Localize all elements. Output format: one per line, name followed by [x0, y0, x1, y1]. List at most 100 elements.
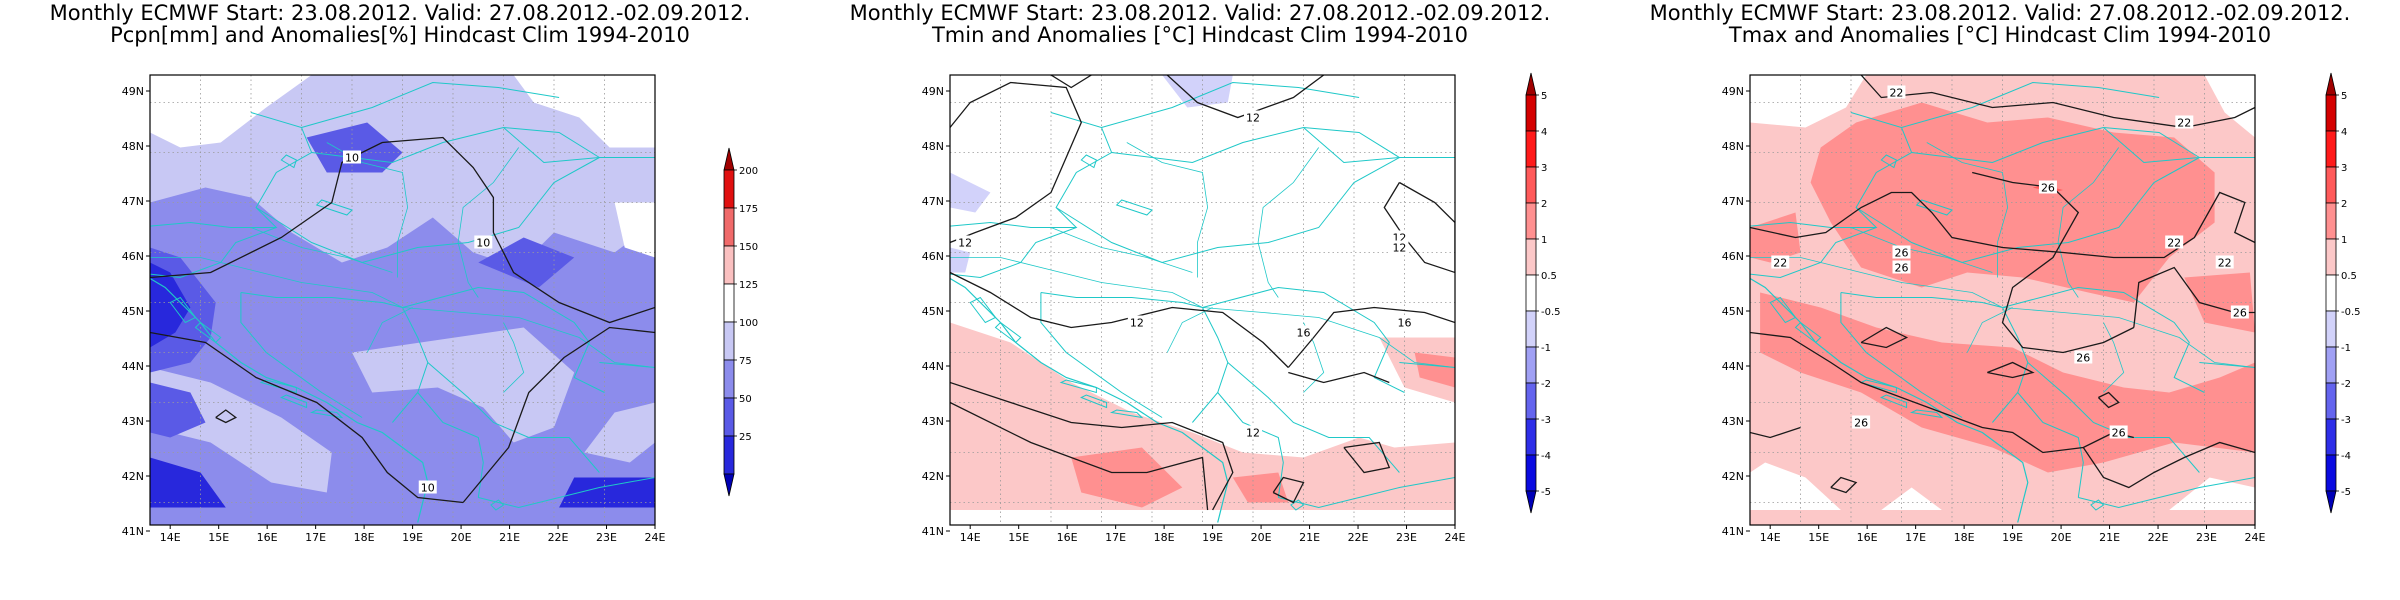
lon-label: 17E — [1905, 531, 1926, 544]
contour-label-box — [2109, 425, 2128, 439]
colorbar-segment — [723, 359, 735, 399]
lat-label: 42N — [122, 470, 144, 483]
contour-label-box — [343, 150, 361, 164]
contour-label: 26 — [2041, 182, 2055, 195]
lat-label: 42N — [1722, 470, 1744, 483]
anomaly-region — [2204, 75, 2255, 138]
colorbar-segment — [2325, 166, 2337, 204]
anomaly-region — [1232, 472, 1289, 503]
colorbar-segment — [1525, 238, 1537, 276]
colorbar-label: -4 — [2341, 451, 2351, 462]
country-border — [1040, 292, 1203, 308]
contour-line — [1287, 306, 1455, 368]
lon-label: 20E — [1251, 531, 1272, 544]
colorbar: 5 4 3 2 1 0.5 -0.5 -1 -2 -3 -4 -5 — [1525, 72, 1561, 514]
colorbar-label: 50 — [739, 394, 752, 405]
colorbar-segment — [1525, 454, 1537, 492]
anomaly-region — [1750, 75, 1867, 128]
colorbar-label: -0.5 — [2341, 307, 2361, 318]
country-border — [503, 127, 655, 164]
contour-label: 26 — [1854, 417, 1868, 430]
country-border — [417, 392, 484, 498]
colorbar-segment — [723, 245, 735, 285]
contour-label: 26 — [2076, 352, 2090, 365]
anomaly-region — [150, 367, 332, 493]
panel-title-line2: Tmax and Anomalies [°C] Hindcast Clim 19… — [1728, 23, 2272, 47]
river — [250, 227, 393, 273]
lat-label: 47N — [122, 195, 144, 208]
anomaly-region — [950, 247, 971, 273]
colorbar-label: -3 — [2341, 415, 2351, 426]
country-border — [1840, 292, 1963, 418]
colorbar-segment — [2325, 346, 2337, 384]
panel-title-line1: Monthly ECMWF Start: 23.08.2012. Valid: … — [849, 1, 1551, 25]
country-border — [950, 112, 1113, 228]
colorbar-label: -2 — [1541, 379, 1551, 390]
country-border — [1911, 126, 2200, 164]
island-outline — [1794, 321, 1822, 344]
country-border — [2103, 127, 2255, 164]
lat-label: 48N — [922, 140, 944, 153]
lon-label: 22E — [548, 531, 569, 544]
lat-label: 43N — [1722, 415, 1744, 428]
island-outline — [1769, 296, 1797, 324]
lon-label: 17E — [1105, 531, 1126, 544]
lake-outline — [2090, 499, 2105, 511]
country-border — [240, 292, 403, 308]
contour-line — [1987, 361, 2035, 379]
colorbar-bottom-arrow — [2325, 490, 2337, 514]
anomaly-region — [1071, 447, 1183, 508]
colorbar-label: 1 — [2341, 235, 2347, 246]
lon-label: 24E — [2245, 531, 2266, 544]
river — [1166, 307, 1213, 353]
lake-outline — [315, 199, 353, 216]
map-body: 22 22 26 26 26 22 22 22 26 26 26 26 — [1750, 75, 2255, 525]
colorbar-label: 3 — [2341, 163, 2347, 174]
colorbar-bottom-arrow — [1525, 490, 1537, 514]
contour-line — [1750, 191, 2255, 259]
colorbar-label: -1 — [2341, 343, 2351, 354]
lon-label: 20E — [451, 531, 472, 544]
river — [2057, 147, 2120, 298]
colorbar-segment — [2325, 274, 2337, 312]
colorbar-label: -5 — [2341, 487, 2351, 498]
contour-line — [1050, 75, 1092, 89]
contour-label-box — [2230, 305, 2249, 319]
panel-title-line2: Pcpn[mm] and Anomalies[%] Hindcast Clim … — [110, 23, 690, 47]
island-outline — [969, 296, 997, 324]
contour-label: 12 — [958, 237, 972, 250]
lon-label: 14E — [1760, 531, 1781, 544]
contour-label: 16 — [1297, 327, 1311, 340]
lon-label: 16E — [257, 531, 278, 544]
country-border — [427, 362, 600, 473]
colorbar-segment — [2325, 238, 2337, 276]
lon-label: 15E — [1008, 531, 1029, 544]
island-outline — [1059, 379, 1097, 394]
lake-outline — [280, 154, 298, 169]
lon-label: 15E — [1808, 531, 1829, 544]
colorbar-bottom-arrow — [723, 473, 735, 497]
contour-line — [1750, 426, 1801, 439]
contour-label: 16 — [1398, 317, 1412, 330]
contour-label: 26 — [1895, 262, 1909, 275]
anomaly-region — [306, 122, 403, 173]
colorbar-label: 2 — [1541, 199, 1547, 210]
lat-label: 48N — [122, 140, 144, 153]
colorbar-segment — [2325, 418, 2337, 456]
contour-label-box — [1887, 85, 1906, 99]
lat-label: 46N — [922, 250, 944, 263]
anomaly-region — [1414, 352, 1455, 388]
lat-label: 43N — [122, 415, 144, 428]
colorbar-label: -0.5 — [1541, 307, 1561, 318]
lat-label: 49N — [1722, 85, 1744, 98]
lat-label: 47N — [1722, 195, 1744, 208]
country-border — [2017, 392, 2084, 498]
river — [1966, 307, 2013, 353]
colorbar-segment — [1525, 274, 1537, 312]
colorbar-label: 100 — [739, 318, 758, 329]
contour-line — [950, 381, 1234, 511]
tmax-panel: Monthly ECMWF Start: 23.08.2012. Valid: … — [1600, 0, 2400, 600]
colorbar-label: 25 — [739, 432, 752, 443]
